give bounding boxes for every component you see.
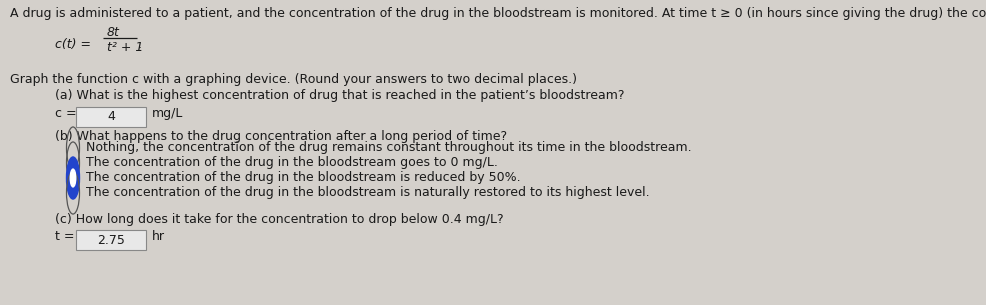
Text: (b) What happens to the drug concentration after a long period of time?: (b) What happens to the drug concentrati… bbox=[55, 130, 507, 143]
FancyBboxPatch shape bbox=[76, 230, 146, 250]
Text: (a) What is the highest concentration of drug that is reached in the patient’s b: (a) What is the highest concentration of… bbox=[55, 89, 624, 102]
Ellipse shape bbox=[70, 169, 76, 187]
Text: hr: hr bbox=[152, 230, 165, 243]
Text: 4: 4 bbox=[106, 110, 114, 124]
Text: .: . bbox=[138, 38, 142, 51]
Text: Graph the function c with a graphing device. (Round your answers to two decimal : Graph the function c with a graphing dev… bbox=[10, 73, 577, 86]
Ellipse shape bbox=[66, 157, 80, 199]
Text: 2.75: 2.75 bbox=[97, 234, 125, 246]
Text: t =: t = bbox=[55, 230, 79, 243]
Text: The concentration of the drug in the bloodstream is naturally restored to its hi: The concentration of the drug in the blo… bbox=[86, 186, 649, 199]
Text: Nothing, the concentration of the drug remains constant throughout its time in t: Nothing, the concentration of the drug r… bbox=[86, 141, 691, 154]
Text: mg/L: mg/L bbox=[152, 107, 183, 120]
FancyBboxPatch shape bbox=[76, 107, 146, 127]
Text: The concentration of the drug in the bloodstream goes to 0 mg/L.: The concentration of the drug in the blo… bbox=[86, 156, 497, 169]
Text: t² + 1: t² + 1 bbox=[106, 41, 143, 54]
Text: 8t: 8t bbox=[106, 26, 119, 39]
Text: c =: c = bbox=[55, 107, 81, 120]
Text: The concentration of the drug in the bloodstream is reduced by 50%.: The concentration of the drug in the blo… bbox=[86, 171, 520, 184]
Text: c(t) =: c(t) = bbox=[55, 38, 91, 51]
Text: A drug is administered to a patient, and the concentration of the drug in the bl: A drug is administered to a patient, and… bbox=[10, 7, 986, 20]
Text: (c) How long does it take for the concentration to drop below 0.4 mg/L?: (c) How long does it take for the concen… bbox=[55, 213, 503, 226]
